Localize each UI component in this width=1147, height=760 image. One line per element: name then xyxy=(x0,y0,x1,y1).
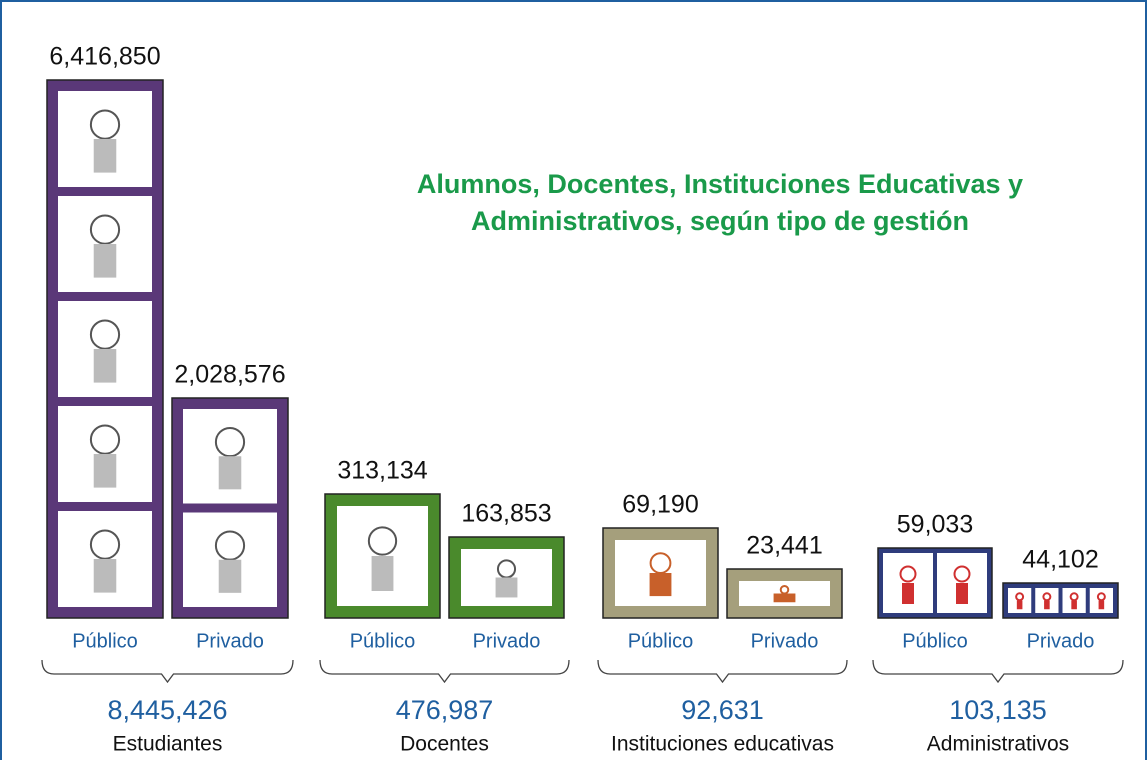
bar-label: Privado xyxy=(196,630,264,652)
bar-value: 2,028,576 xyxy=(174,361,285,389)
icon-figure xyxy=(1016,600,1023,610)
icon-figure xyxy=(495,577,518,598)
group-name: Administrativos xyxy=(927,733,1069,756)
brace xyxy=(41,659,294,684)
icon-figure xyxy=(649,552,672,574)
icon-figure xyxy=(93,349,117,383)
bar-label: Privado xyxy=(751,630,819,652)
group-total: 8,445,426 xyxy=(107,695,227,725)
icon-figure xyxy=(1042,592,1052,602)
icon-figure xyxy=(89,319,121,350)
group-total: 103,135 xyxy=(949,695,1047,725)
icon-figure xyxy=(953,565,971,583)
bar-value: 69,190 xyxy=(622,491,698,519)
icon-figure xyxy=(89,529,121,560)
icon-figure xyxy=(956,583,968,604)
icon-figure xyxy=(1098,600,1105,610)
title-line: Administrativos, según tipo de gestión xyxy=(471,206,969,236)
icon-figure xyxy=(899,565,917,583)
icon-figure xyxy=(214,530,246,561)
icon-figure xyxy=(93,139,117,173)
group-total: 92,631 xyxy=(681,695,764,725)
bar-label: Privado xyxy=(473,630,541,652)
icon-figure xyxy=(93,454,117,488)
icon-figure xyxy=(1096,592,1106,602)
group-name: Estudiantes xyxy=(113,733,223,756)
brace xyxy=(319,659,570,684)
icon-figure xyxy=(1015,592,1025,602)
bar-label: Público xyxy=(72,630,138,652)
group-name: Docentes xyxy=(400,733,489,756)
icon-figure xyxy=(1069,592,1079,602)
icon-figure xyxy=(218,456,242,490)
bar-value: 313,134 xyxy=(337,457,427,485)
icon-figure xyxy=(902,583,914,604)
icon-figure xyxy=(93,244,117,278)
icon-figure xyxy=(371,556,394,591)
icon-figure xyxy=(89,214,121,245)
icon-figure xyxy=(89,424,121,455)
bar-label: Público xyxy=(628,630,694,652)
bar-value: 6,416,850 xyxy=(49,43,160,71)
icon-figure xyxy=(1071,600,1077,610)
icon-figure xyxy=(773,593,796,603)
icon-figure xyxy=(367,526,398,556)
bar-value: 59,033 xyxy=(897,511,973,539)
icon-figure xyxy=(1044,600,1050,610)
brace xyxy=(597,659,848,684)
group-name: Instituciones educativas xyxy=(611,733,834,756)
icon-figure xyxy=(93,559,117,593)
group-total: 476,987 xyxy=(396,695,494,725)
icon-figure xyxy=(649,573,672,597)
icon-figure xyxy=(218,559,242,593)
icon-figure xyxy=(89,109,121,140)
bar-label: Público xyxy=(902,630,968,652)
bar-value: 44,102 xyxy=(1022,546,1098,574)
bar-value: 163,853 xyxy=(461,500,551,528)
icon-figure xyxy=(214,426,246,458)
bar-value: 23,441 xyxy=(746,532,822,560)
bar-label: Privado xyxy=(1027,630,1095,652)
brace xyxy=(872,659,1124,684)
bar-label: Público xyxy=(350,630,416,652)
title-line: Alumnos, Docentes, Instituciones Educati… xyxy=(417,169,1023,199)
